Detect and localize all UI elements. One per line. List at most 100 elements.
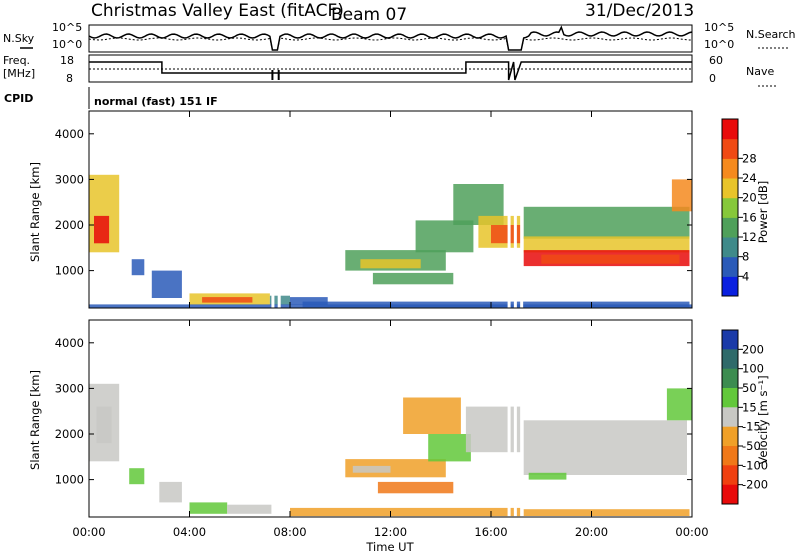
freq-tick-bottom: 8 (66, 72, 73, 85)
freq-label: Freq. (3, 54, 30, 67)
heatmap-cell (491, 225, 522, 244)
x-tick-label: 12:00 (374, 525, 407, 539)
heatmap-cell (302, 301, 690, 308)
colorbar-tick-label: 24 (742, 171, 757, 185)
nsearch-label: N.Search (746, 28, 796, 41)
data-gap (507, 111, 511, 308)
heatmap-cell (372, 272, 454, 285)
velocity-colorbar: 200 100 50 15 -15 -50 -100 -200 (721, 329, 768, 505)
power-y-ticks: 1000 2000 3000 4000 (55, 127, 692, 278)
heatmap-cell (666, 388, 692, 421)
data-gap (277, 320, 281, 517)
nsky-trace (88, 25, 693, 51)
heatmap-cell (377, 481, 454, 494)
nsky-label: N.Sky (3, 32, 35, 45)
colorbar-tick-label: -50 (742, 439, 761, 453)
x-tick-label: 00:00 (675, 525, 708, 539)
nave-label: Nave (746, 65, 774, 78)
noise-left-tick-bottom: 10^0 (52, 38, 82, 51)
colorbar-segment (722, 197, 738, 218)
colorbar-segment (722, 388, 738, 408)
heatmap-cell (151, 270, 182, 298)
heatmap-cell (189, 502, 228, 514)
station-title: Christmas Valley East (fitACF) (91, 1, 344, 21)
colorbar-tick-label: -200 (742, 478, 768, 492)
data-gap (271, 320, 275, 517)
y-tick-label: 2000 (55, 427, 84, 441)
colorbar-segment (722, 368, 738, 389)
heatmap-cell (415, 220, 474, 253)
y-tick-label: 2000 (55, 218, 84, 232)
colorbar-segment (722, 119, 738, 140)
heatmap-cell (523, 420, 687, 475)
heatmap-cell (94, 215, 110, 244)
power-y-axis-label: Slant Range [km] (28, 162, 42, 262)
colorbar-segment (722, 446, 738, 466)
heatmap-cell (227, 504, 273, 514)
power-colorbar-label: Power [dB] (756, 181, 770, 244)
colorbar-tick-label: 12 (742, 230, 757, 244)
heatmap-cell (428, 434, 471, 462)
freq-traces (89, 61, 692, 81)
colorbar-tick-label: 100 (742, 362, 764, 376)
beam-label: Beam 07 (331, 5, 407, 25)
colorbar-segment (722, 256, 738, 277)
colorbar-segment (722, 217, 738, 238)
x-ticks: 00:00 04:00 08:00 12:00 16:00 20:00 00:00 (72, 111, 709, 539)
y-tick-label: 3000 (55, 381, 84, 395)
y-tick-label: 1000 (55, 473, 84, 487)
freq-tick-top: 18 (60, 54, 74, 67)
heatmap-cell (290, 297, 328, 305)
heatmap-cell (528, 472, 567, 480)
colorbar-segment (722, 276, 738, 297)
y-tick-label: 4000 (55, 336, 84, 350)
noise-right-tick-bottom: 10^0 (704, 38, 734, 51)
colorbar-tick-label: -15 (742, 420, 761, 434)
heatmap-cell (403, 397, 461, 434)
velocity-colorbar-label: Velocity [m s⁻¹] (756, 375, 770, 464)
data-gap (271, 111, 275, 308)
y-tick-label: 4000 (55, 127, 84, 141)
velocity-heatmap (89, 320, 692, 517)
x-tick-label: 00:00 (72, 525, 105, 539)
noise-traces (88, 25, 693, 51)
cpid-label: CPID (4, 92, 33, 105)
x-tick-label: 16:00 (474, 525, 507, 539)
heatmap-cell (523, 206, 690, 239)
colorbar-segment (722, 349, 738, 370)
colorbar-segment (722, 178, 738, 199)
colorbar-tick-label: 15 (742, 400, 757, 414)
colorbar-frame (721, 118, 739, 297)
data-gap (513, 320, 517, 517)
colorbar-segment (722, 237, 738, 258)
x-tick-label: 20:00 (575, 525, 608, 539)
x-tick-label: 08:00 (273, 525, 306, 539)
x-axis-label: Time UT (365, 540, 414, 554)
colorbar-segment (722, 330, 738, 350)
noise-panel (88, 24, 693, 53)
colorbar-tick-label: 50 (742, 381, 757, 395)
heatmap-cell (360, 259, 421, 269)
colorbar-segment (722, 426, 738, 447)
heatmap-cell (541, 254, 680, 264)
data-gap (277, 111, 281, 308)
x-tick-label: 04:00 (173, 525, 206, 539)
noise-right-tick-top: 10^5 (704, 21, 734, 34)
freq-trace (89, 61, 692, 81)
nave-tick-bottom: 0 (709, 72, 716, 85)
colorbar-tick-label: -100 (742, 458, 768, 472)
heatmap-cell (523, 236, 690, 253)
data-gap (513, 111, 517, 308)
colorbar-segment (722, 407, 738, 428)
heatmap-cell (202, 297, 253, 303)
heatmap-cell (131, 259, 145, 276)
heatmap-cell (129, 468, 145, 485)
heatmap-cell (671, 179, 692, 212)
heatmap-cell (352, 465, 391, 473)
y-tick-label: 3000 (55, 172, 84, 186)
power-colorbar: 4 8 12 16 20 24 28 (721, 118, 757, 297)
colorbar-tick-label: 8 (742, 250, 749, 264)
colorbar-segment (722, 465, 738, 486)
colorbar-segment (722, 138, 738, 159)
